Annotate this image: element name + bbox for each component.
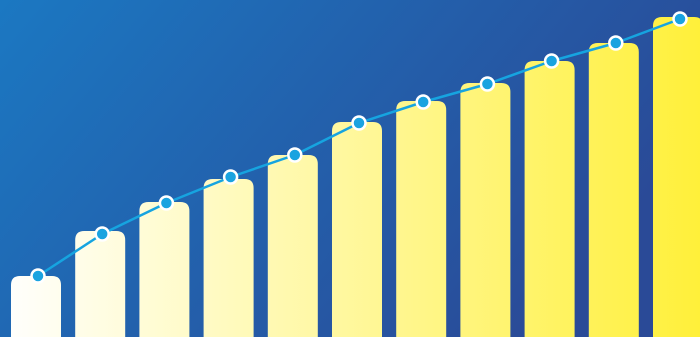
line-point-7 [415,94,431,110]
line-point-6 [351,115,367,131]
bar-11 [653,17,700,337]
bar-7 [396,101,447,337]
bar-2 [75,231,126,337]
bar-4 [203,179,254,337]
bar-5 [267,155,318,337]
bar-9 [524,61,575,337]
line-point-8 [479,76,496,92]
line-point-5 [287,147,303,163]
bar-8 [460,83,511,337]
line-point-1 [30,268,46,284]
line-point-3 [158,195,175,211]
line-group [30,11,688,284]
bar-6 [332,122,382,337]
line-point-11 [672,11,688,27]
bar-10 [588,43,639,337]
line-point-9 [543,53,560,69]
line-point-2 [94,226,110,242]
bar-3 [139,202,190,337]
bar-1 [11,276,61,337]
line-point-4 [222,169,239,185]
bars-group [11,17,700,337]
line-point-10 [608,35,624,51]
